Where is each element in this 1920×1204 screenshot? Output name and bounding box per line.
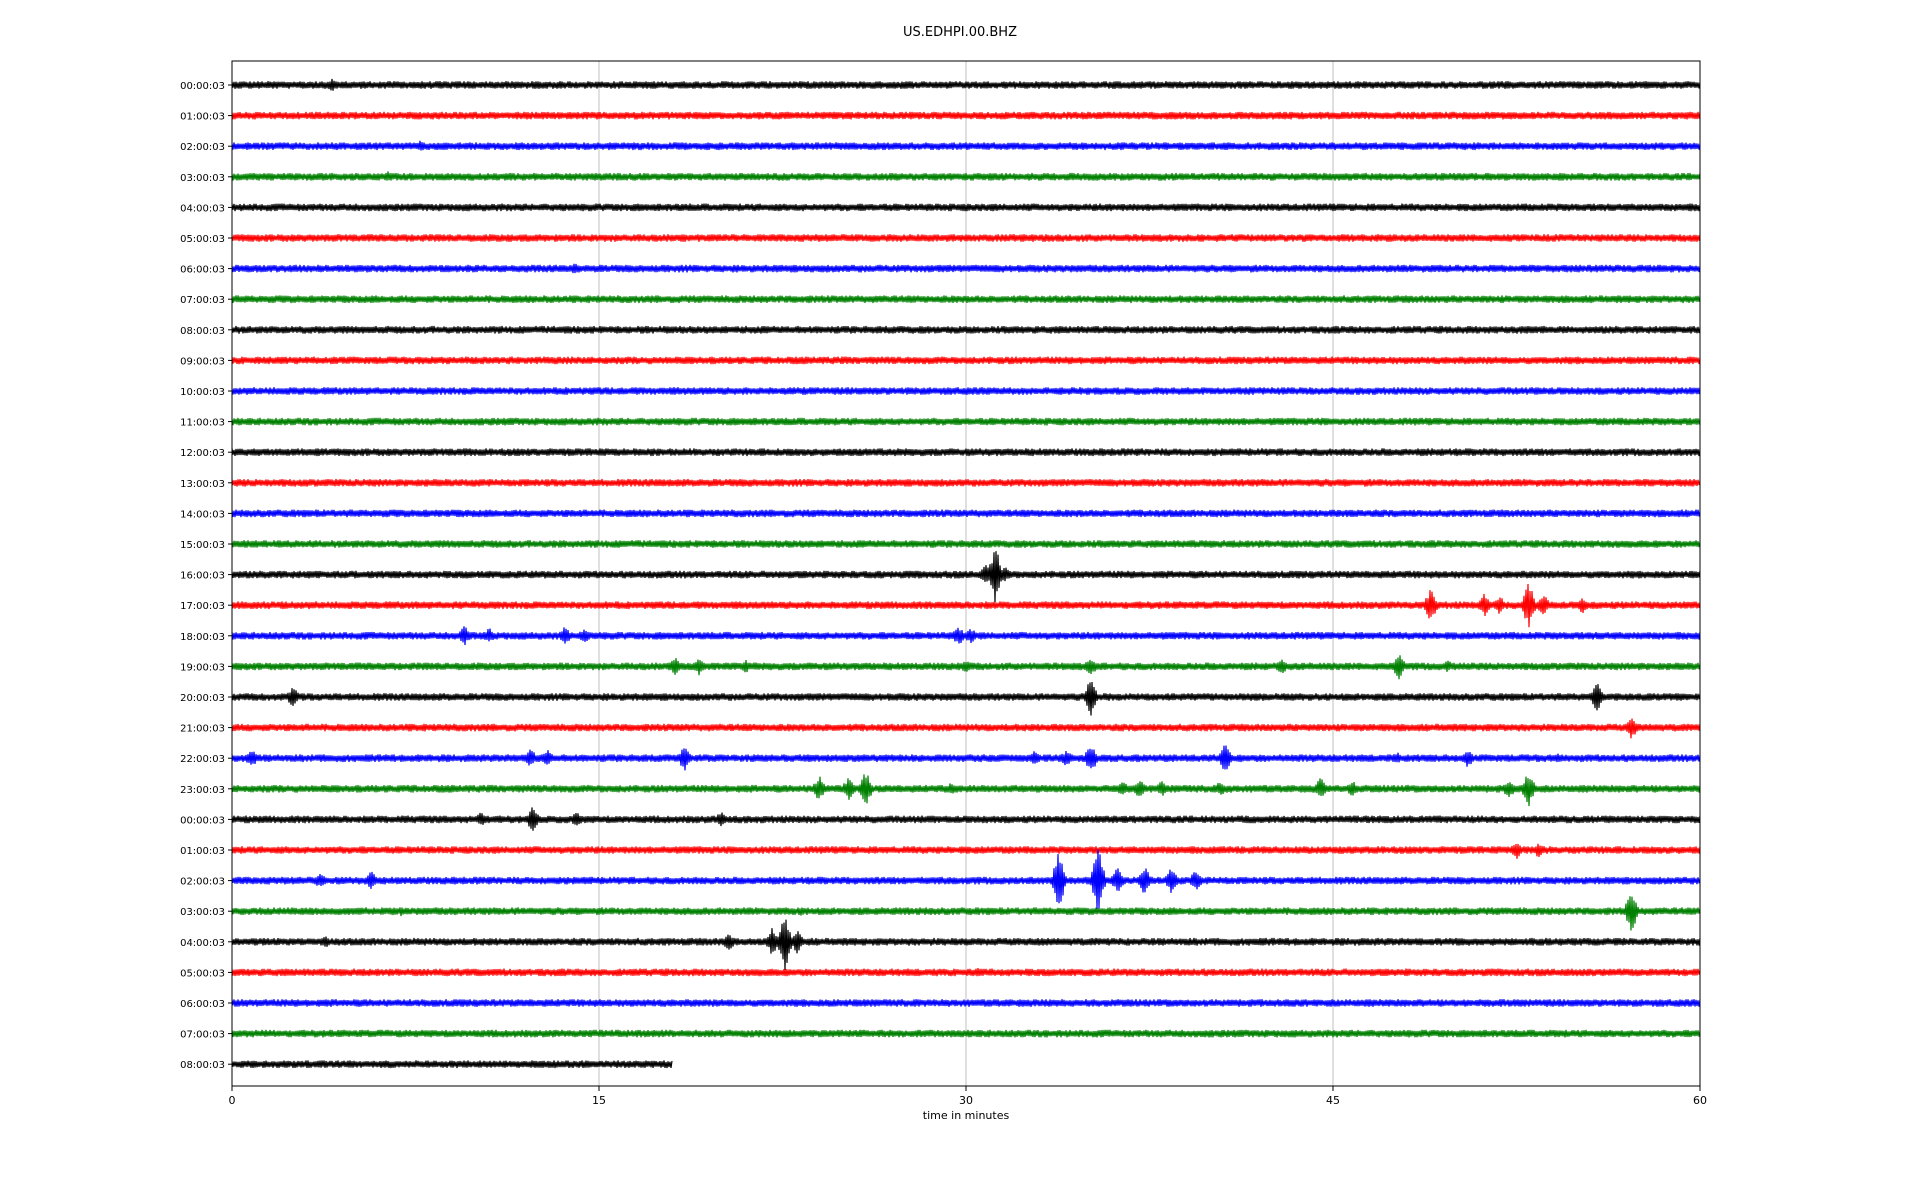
row-time-label: 01:00:03 [180,112,225,123]
trace-line [231,681,1701,716]
trace-line [231,551,1701,603]
trace-line [231,234,1701,242]
row-time-label: 04:00:03 [180,938,225,949]
row-time-label: 18:00:03 [180,632,225,643]
row-time-label: 14:00:03 [180,509,225,520]
row-time-label: 03:00:03 [180,173,225,184]
row-time-label: 07:00:03 [180,295,225,306]
row-time-label: 04:00:03 [180,203,225,214]
row-label-group: 00:00:03 01:00:03 02:00:03 03:00:03 04:00:03… [180,81,232,1071]
trace-line [231,509,1701,518]
trace-line [231,448,1701,457]
x-tick-label: 15 [592,1094,606,1107]
row-time-label: 20:00:03 [180,693,225,704]
trace-line [231,718,1701,739]
x-tick-group: 0 15 30 45 60 [229,1086,1707,1107]
trace-line [231,295,1701,304]
row-time-label: 08:00:03 [180,326,225,337]
trace-line [231,774,1701,807]
row-time-label: 16:00:03 [180,571,225,582]
trace-line [231,478,1701,487]
row-time-label: 13:00:03 [180,479,225,490]
row-time-label: 05:00:03 [180,968,225,979]
row-time-label: 10:00:03 [180,387,225,398]
row-time-label: 12:00:03 [180,448,225,459]
row-time-label: 06:00:03 [180,265,225,276]
row-time-label: 23:00:03 [180,785,225,796]
trace-line [231,171,1701,181]
trace-line [231,999,1701,1007]
row-time-label: 02:00:03 [180,877,225,888]
trace-line [231,583,1701,628]
x-tick-label: 30 [959,1094,973,1107]
chart-title: US.EDHPI.00.BHZ [903,25,1017,40]
trace-line [231,968,1701,977]
trace-line [231,140,1701,151]
row-time-label: 19:00:03 [180,662,225,673]
row-time-label: 08:00:03 [180,1060,225,1071]
trace-group [231,78,1701,1069]
trace-line [231,745,1701,771]
trace-line [231,1060,673,1069]
trace-line [231,626,1701,646]
trace-line [231,78,1701,91]
x-tick-label: 0 [229,1094,236,1107]
trace-line [231,263,1701,274]
trace-line [231,919,1701,970]
row-time-label: 05:00:03 [180,234,225,245]
trace-line [231,325,1701,334]
trace-line [231,655,1701,680]
row-time-label: 21:00:03 [180,724,225,735]
trace-line [231,849,1701,910]
row-time-label: 00:00:03 [180,81,225,92]
trace-line [231,540,1701,548]
row-time-label: 07:00:03 [180,1030,225,1041]
row-time-label: 11:00:03 [180,418,225,429]
row-time-label: 06:00:03 [180,999,225,1010]
trace-line [231,1029,1701,1038]
trace-line [231,203,1701,212]
trace-line [231,807,1701,831]
row-time-label: 00:00:03 [180,815,225,826]
row-time-label: 15:00:03 [180,540,225,551]
trace-line [231,843,1701,859]
x-tick-label: 60 [1693,1094,1707,1107]
x-axis-label: time in minutes [923,1109,1010,1122]
row-time-label: 01:00:03 [180,846,225,857]
row-time-label: 09:00:03 [180,356,225,367]
row-time-label: 02:00:03 [180,142,225,153]
trace-line [231,356,1701,365]
trace-line [231,896,1701,931]
trace-line [231,387,1701,395]
trace-line [231,417,1701,426]
row-time-label: 17:00:03 [180,601,225,612]
row-time-label: 22:00:03 [180,754,225,765]
x-tick-label: 45 [1326,1094,1340,1107]
trace-line [231,111,1701,120]
row-time-label: 03:00:03 [180,907,225,918]
